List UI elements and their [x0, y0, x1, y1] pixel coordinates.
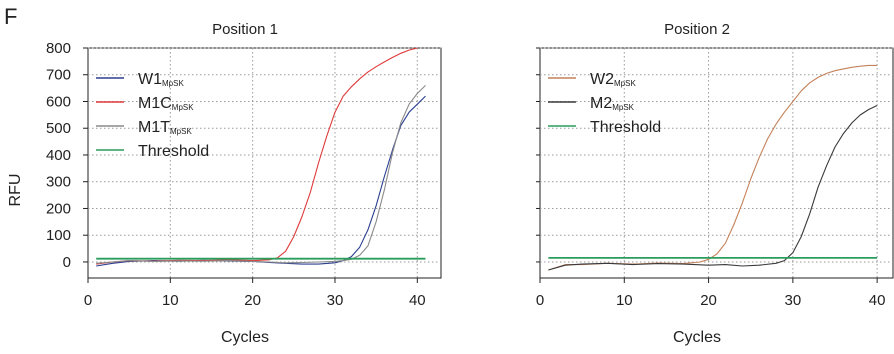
x-axis-label: Cycles: [221, 329, 269, 346]
legend-label: M1CMpSK: [138, 95, 194, 112]
x-axis-label: Cycles: [673, 329, 721, 346]
x-tick-label: 40: [869, 292, 886, 309]
legend-label-subscript: MpSK: [170, 127, 192, 136]
chart-title: Position 2: [664, 21, 730, 38]
legend-label: M1TMpSK: [138, 119, 192, 136]
y-tick-label: 300: [46, 174, 71, 191]
y-tick-label: 800: [46, 40, 71, 57]
panel-letter: F: [4, 4, 17, 29]
legend-label-subscript: MpSK: [614, 79, 636, 88]
y-tick-label: 100: [46, 227, 71, 244]
series-line-m2: [548, 105, 878, 271]
legend-label-main: M1C: [138, 95, 172, 112]
legend-label: Threshold: [590, 119, 661, 136]
legend-label-main: W2: [590, 71, 614, 88]
series-line-w2: [548, 64, 878, 271]
series-line-m1t: [96, 85, 426, 264]
legend-label-subscript: MpSK: [612, 103, 634, 112]
chart-title: Position 1: [212, 21, 278, 38]
legend-label-main: W1: [138, 71, 162, 88]
x-tick-label: 30: [327, 292, 344, 309]
y-tick-label: 700: [46, 67, 71, 84]
legend-label-main: Threshold: [590, 119, 661, 136]
y-tick-label: 600: [46, 93, 71, 110]
y-axis-label: RFU: [7, 174, 24, 207]
x-tick-label: 20: [244, 292, 261, 309]
series-line-m1c: [96, 47, 418, 265]
x-tick-label: 10: [162, 292, 179, 309]
x-tick-label: 20: [700, 292, 717, 309]
legend-label-main: Threshold: [138, 143, 209, 160]
legend-label: Threshold: [138, 143, 209, 160]
legend-label-subscript: MpSK: [172, 103, 194, 112]
x-tick-label: 0: [84, 292, 92, 309]
y-tick-label: 0: [63, 254, 71, 271]
chart-panel-1: 0 10 20 30 400100200300400500600700800Positi…: [7, 21, 442, 346]
x-tick-label: 40: [409, 292, 426, 309]
x-tick-label: 10: [616, 292, 633, 309]
legend-label-main: M1T: [138, 119, 170, 136]
legend-label: W2MpSK: [590, 71, 636, 88]
y-tick-label: 500: [46, 120, 71, 137]
y-tick-label: 200: [46, 200, 71, 217]
y-tick-label: 400: [46, 147, 71, 164]
x-tick-label: 30: [785, 292, 802, 309]
x-tick-label: 0: [536, 292, 544, 309]
legend-label: W1MpSK: [138, 71, 184, 88]
legend-label: M2MpSK: [590, 95, 635, 112]
legend-label-subscript: MpSK: [162, 79, 184, 88]
legend-label-main: M2: [590, 95, 612, 112]
